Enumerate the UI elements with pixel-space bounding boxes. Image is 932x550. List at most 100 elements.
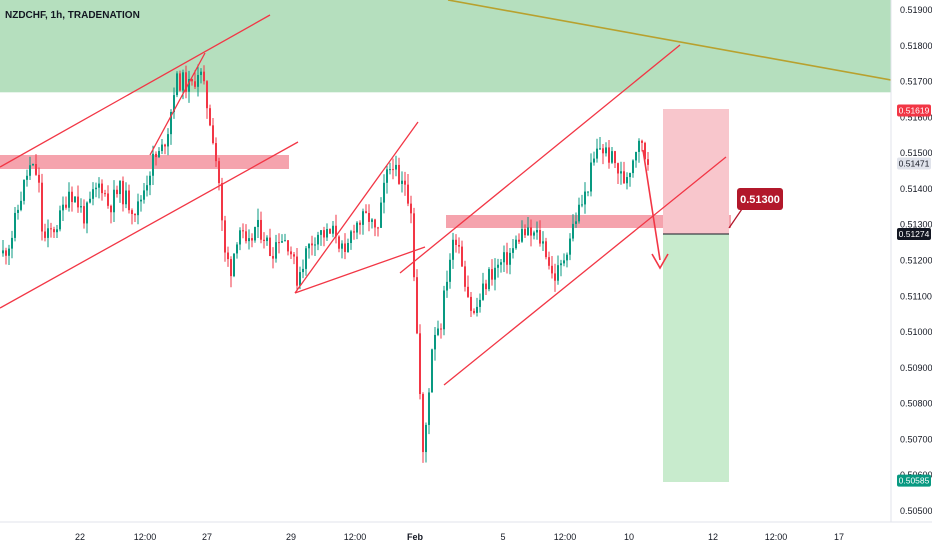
candle-body — [122, 180, 124, 205]
trend-line[interactable] — [443, 156, 727, 386]
price-tag-label: 0.50585 — [899, 476, 930, 486]
time-tick-label: Feb — [407, 532, 424, 542]
trend-line[interactable] — [0, 141, 299, 309]
target-zone — [663, 234, 729, 482]
long-trend-line[interactable] — [447, 0, 892, 81]
candle-body — [407, 184, 409, 204]
candle-body — [587, 191, 589, 193]
candle-body — [608, 147, 610, 163]
candle-body — [545, 241, 547, 258]
candle-body — [359, 222, 361, 225]
candle-body — [5, 250, 7, 256]
candle-body — [398, 164, 400, 184]
candle-body — [482, 283, 484, 300]
price-tag-label: 0.51619 — [899, 106, 930, 116]
candle-body — [455, 239, 457, 245]
candle-body — [638, 140, 640, 152]
candle-body — [320, 230, 322, 235]
candle-body — [281, 241, 283, 243]
candle-body — [242, 230, 244, 232]
candle-body — [347, 243, 349, 252]
candle-body — [89, 198, 91, 203]
trend-line[interactable] — [294, 246, 426, 294]
candle-body — [632, 160, 634, 174]
candle-body — [485, 283, 487, 290]
candle-body — [551, 265, 553, 274]
candle-body — [65, 204, 67, 208]
candle-body — [149, 175, 151, 186]
time-tick-label: 22 — [75, 532, 85, 542]
candle-body — [146, 185, 148, 191]
price-tick-label: 0.50500 — [900, 506, 932, 516]
candle-body — [563, 260, 565, 264]
candle-body — [68, 191, 70, 208]
trend-line[interactable] — [0, 14, 271, 168]
candle-body — [125, 190, 127, 205]
candle-body — [479, 299, 481, 307]
candle-body — [206, 81, 208, 109]
candle-body — [257, 219, 259, 228]
callout-box[interactable] — [737, 188, 783, 210]
candle-body — [143, 190, 145, 200]
candle-body — [302, 268, 304, 273]
candle-body — [185, 72, 187, 92]
candle-body — [476, 306, 478, 313]
price-axis[interactable]: 0.519000.518000.517000.516000.515000.514… — [890, 0, 932, 522]
candle-body — [548, 257, 550, 266]
time-axis[interactable]: 22 12:00 27 29 12:00 Feb 5 12:00 10 12 12:00 17 — [0, 521, 932, 550]
candle-body — [389, 169, 391, 171]
drawings-layer: 0.51300 — [0, 0, 892, 386]
candle-body — [2, 250, 4, 254]
trend-line[interactable] — [149, 52, 206, 156]
candle-body — [470, 296, 472, 311]
trend-line[interactable] — [399, 44, 681, 274]
candle-body — [443, 290, 445, 330]
candle-body — [8, 248, 10, 256]
candle-body — [623, 171, 625, 184]
candle-body — [629, 173, 631, 178]
candle-body — [539, 229, 541, 244]
trend-line[interactable] — [294, 121, 419, 294]
price-tick-label: 0.51600 — [900, 112, 932, 122]
candle-body — [527, 227, 529, 236]
candle-body — [446, 281, 448, 291]
callout-label: 0.51300 — [740, 194, 780, 206]
candle-body — [341, 243, 343, 249]
price-tag-label: 0.51274 — [899, 229, 930, 239]
candle-body — [329, 229, 331, 234]
price-tag — [897, 104, 931, 117]
candle-body — [641, 140, 643, 143]
candle-body — [494, 267, 496, 280]
candle-body — [605, 147, 607, 154]
candle-body — [137, 201, 139, 216]
candle-body — [503, 252, 505, 263]
candle-body — [131, 210, 133, 215]
time-tick-label: 12:00 — [134, 532, 157, 542]
candle-body — [464, 266, 466, 287]
price-tick-label: 0.51900 — [900, 5, 932, 15]
candle-body — [392, 169, 394, 171]
candle-body — [278, 242, 280, 244]
candle-body — [530, 227, 532, 236]
candle-body — [50, 228, 52, 230]
price-tick-label: 0.50800 — [900, 399, 932, 409]
candle-body — [437, 328, 439, 335]
candle-body — [401, 180, 403, 184]
candle-body — [467, 286, 469, 297]
candle-body — [506, 252, 508, 265]
candle-body — [119, 180, 121, 195]
candle-body — [26, 175, 28, 180]
candle-body — [161, 144, 163, 152]
candles-layer — [2, 64, 649, 463]
candle-body — [200, 71, 202, 75]
price-tick-label: 0.51300 — [900, 220, 932, 230]
candle-body — [158, 151, 160, 158]
candle-body — [362, 211, 364, 225]
zones-layer — [0, 0, 891, 482]
candle-body — [38, 174, 40, 183]
candle-body — [425, 424, 427, 453]
candle-body — [215, 143, 217, 162]
candle-body — [338, 236, 340, 249]
candle-body — [386, 169, 388, 183]
